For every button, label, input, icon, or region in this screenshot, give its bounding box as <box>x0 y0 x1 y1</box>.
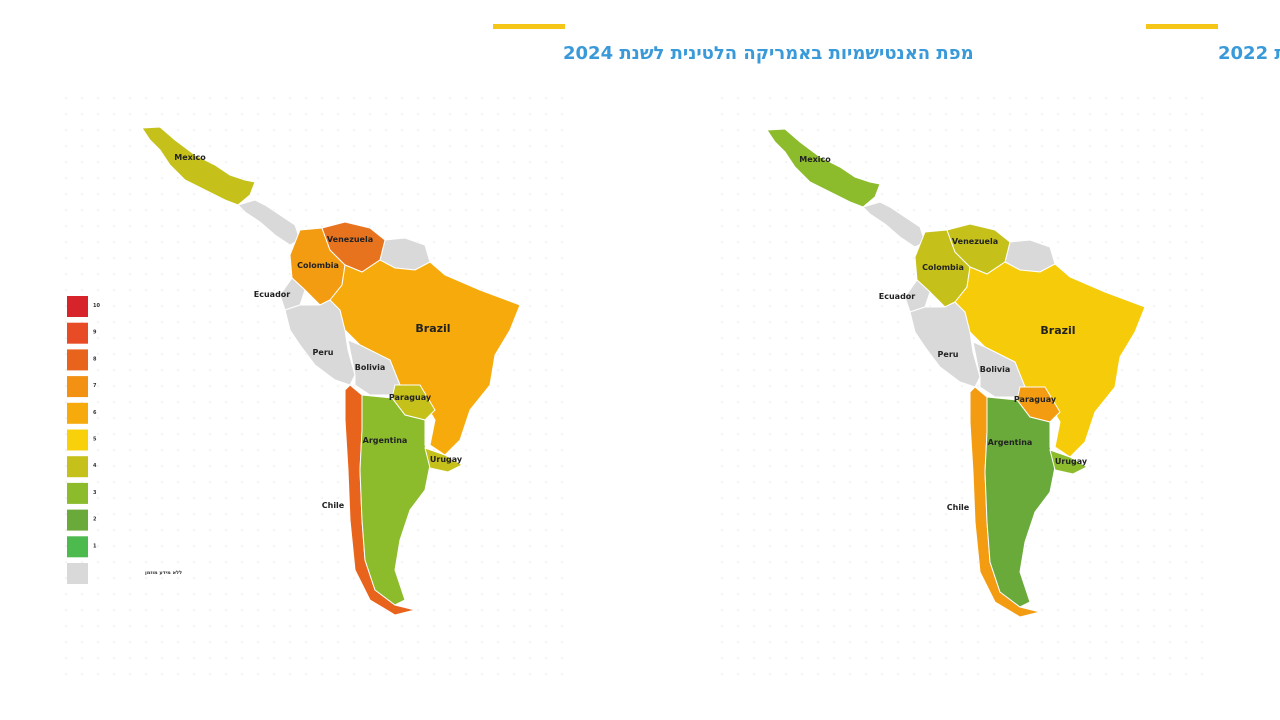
country-label: Urugay <box>1055 457 1088 466</box>
country-label: Urugay <box>430 455 463 464</box>
legend-label: 8 <box>93 356 97 362</box>
country <box>766 128 881 208</box>
country-label: Paraguay <box>389 393 432 402</box>
legend-label: 2 <box>93 517 97 523</box>
country-label: Colombia <box>297 261 339 270</box>
country-label: Peru <box>313 348 334 357</box>
country <box>1049 449 1089 475</box>
country <box>909 301 981 388</box>
country-label: Ecuador <box>254 290 291 299</box>
country-label: Paraguay <box>1014 395 1057 404</box>
legend-swatch <box>67 509 88 531</box>
country-label: Peru <box>938 350 959 359</box>
country-label: Chile <box>322 501 345 510</box>
legend-swatch <box>67 296 88 317</box>
country <box>279 277 306 311</box>
country-label: Mexico <box>174 153 206 162</box>
legend-label: 6 <box>93 410 97 416</box>
country-label: Ecuador <box>879 292 916 301</box>
legend-swatch <box>67 376 88 398</box>
country-label: Chile <box>947 503 970 512</box>
country <box>359 394 431 606</box>
country <box>904 279 931 313</box>
country <box>141 126 256 206</box>
legend-label: 9 <box>93 330 97 336</box>
legend-label: 3 <box>93 490 97 496</box>
legend-label: 4 <box>93 463 97 469</box>
legend-swatch <box>67 402 88 424</box>
map-title: מפת האנטישמיות באמריקה הלטינית לשנת 2024 <box>563 43 974 64</box>
legend-swatch <box>67 536 88 558</box>
country-label: Colombia <box>922 263 964 272</box>
legend-label: 1 <box>93 543 97 549</box>
accent-bar <box>1146 24 1218 29</box>
legend-label: ללא מידע מוזמן <box>145 570 182 576</box>
country-label: Brazil <box>1040 324 1075 337</box>
legend-swatch <box>67 563 88 584</box>
legend-swatch <box>67 349 88 371</box>
country <box>424 447 464 473</box>
country-label: Bolivia <box>355 363 385 372</box>
country-label: Mexico <box>799 155 831 164</box>
country-label: Venezuela <box>952 237 998 246</box>
legend-label: 10 <box>93 303 100 309</box>
country <box>284 299 356 386</box>
map-title: מפת האנטישמיות באמריקה הלטינית לשנת 2022 <box>1218 43 1280 64</box>
accent-bar <box>493 24 565 29</box>
country-label: Argentina <box>988 438 1033 447</box>
legend-swatch <box>67 456 88 478</box>
country-label: Brazil <box>415 322 450 335</box>
legend-swatch <box>67 429 88 451</box>
country <box>984 396 1056 608</box>
country-label: Bolivia <box>980 365 1010 374</box>
country-label: Argentina <box>363 436 408 445</box>
country-label: Venezuela <box>327 235 373 244</box>
map-background <box>65 95 575 675</box>
legend-label: 5 <box>93 437 97 443</box>
legend-swatch <box>67 482 88 504</box>
legend-label: 7 <box>93 383 97 389</box>
legend-swatch <box>67 322 88 344</box>
